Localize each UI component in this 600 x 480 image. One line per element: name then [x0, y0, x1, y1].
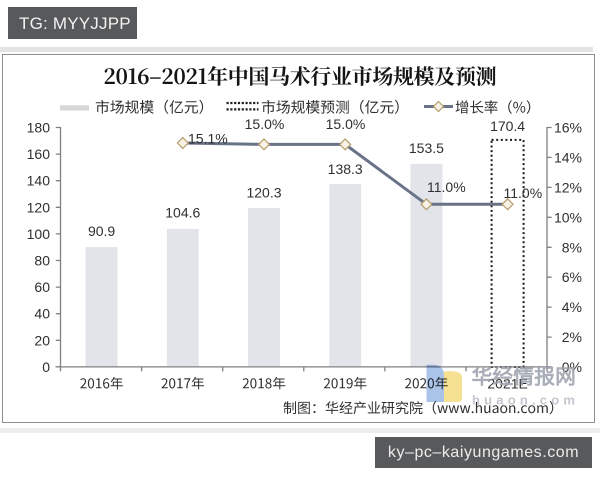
svg-text:12%: 12% [554, 179, 582, 195]
svg-text:16%: 16% [554, 120, 582, 136]
svg-text:60: 60 [34, 279, 50, 295]
svg-text:15.0%: 15.0% [245, 116, 285, 132]
svg-text:4%: 4% [562, 299, 582, 315]
svg-text:8%: 8% [562, 239, 582, 255]
svg-text:104.6: 104.6 [165, 205, 200, 221]
svg-text:160: 160 [27, 146, 51, 162]
svg-text:15.1%: 15.1% [188, 131, 228, 147]
svg-text:10%: 10% [554, 209, 582, 225]
svg-text:90.9: 90.9 [88, 223, 115, 239]
svg-text:11.0%: 11.0% [504, 185, 543, 201]
svg-text:6%: 6% [562, 269, 582, 285]
svg-text:15.0%: 15.0% [326, 116, 366, 132]
svg-text:138.3: 138.3 [328, 161, 363, 177]
svg-text:180: 180 [27, 120, 51, 136]
svg-text:170.4: 170.4 [490, 118, 525, 134]
svg-text:120.3: 120.3 [246, 185, 281, 201]
svg-text:80: 80 [34, 253, 50, 269]
svg-text:0: 0 [42, 359, 50, 375]
svg-text:2%: 2% [562, 329, 582, 345]
svg-text:huaon.com: huaon.com [472, 393, 579, 408]
svg-text:100: 100 [27, 226, 51, 242]
svg-text:153.5: 153.5 [409, 140, 444, 156]
svg-text:11.0%: 11.0% [427, 179, 466, 195]
svg-text:0%: 0% [562, 359, 582, 375]
svg-text:120: 120 [27, 199, 51, 215]
svg-text:40: 40 [34, 306, 50, 322]
svg-text:140: 140 [27, 173, 51, 189]
svg-text:20: 20 [34, 332, 50, 348]
svg-text:14%: 14% [554, 149, 582, 165]
